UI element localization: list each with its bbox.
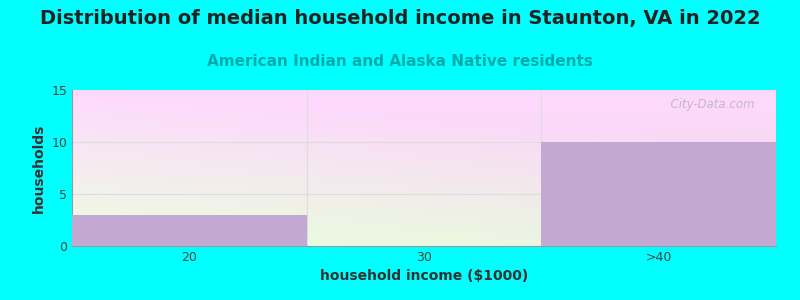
Bar [72, 215, 306, 246]
Y-axis label: households: households [32, 123, 46, 213]
Bar [542, 142, 776, 246]
Text: Distribution of median household income in Staunton, VA in 2022: Distribution of median household income … [40, 9, 760, 28]
X-axis label: household income ($1000): household income ($1000) [320, 269, 528, 284]
Text: American Indian and Alaska Native residents: American Indian and Alaska Native reside… [207, 54, 593, 69]
Text: City-Data.com: City-Data.com [663, 98, 755, 111]
